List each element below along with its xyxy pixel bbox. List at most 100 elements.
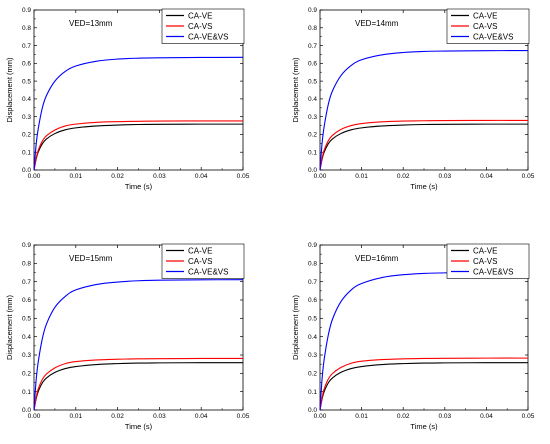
- ved-annotation: VED=15mm: [69, 254, 113, 263]
- series-line-ca-ve: [33, 123, 244, 171]
- legend-label: CA-VS: [473, 22, 497, 31]
- y-tick-label: 0.2: [308, 371, 317, 378]
- y-tick-label: 0.6: [308, 61, 317, 68]
- series-line-ca-vs: [33, 120, 244, 171]
- x-tick-label: 0.04: [480, 413, 493, 420]
- x-tick-label: 0.05: [522, 413, 535, 420]
- series-line-ca-vs: [33, 357, 244, 411]
- x-axis-title: Time (s): [410, 422, 438, 431]
- x-axis-title: Time (s): [410, 182, 438, 191]
- x-tick-label: 0.04: [195, 173, 208, 180]
- x-tick-label: 0.02: [111, 413, 124, 420]
- series-line-ca-ve-vs: [319, 49, 529, 171]
- y-axis-title: Displacement (mm): [5, 57, 14, 123]
- x-tick-label: 0.00: [28, 413, 41, 420]
- y-tick-label: 0.5: [22, 78, 31, 85]
- x-tick-label: 0.02: [397, 173, 410, 180]
- legend-label: CA-VE: [188, 246, 212, 255]
- y-tick-label: 0.8: [22, 261, 31, 268]
- chart-panel-3: 0.0 0.1 0.2 0.3 0.4 0.5 0.6 0.7 0.8 0.9 0.00 0.01 0.…: [5, 242, 250, 431]
- series-line-ca-ve: [319, 362, 529, 411]
- x-axis-title: Time (s): [125, 422, 153, 431]
- legend-label: CA-VE: [473, 11, 497, 20]
- x-tick-label: 0.05: [237, 413, 250, 420]
- x-tick-label: 0.03: [438, 413, 451, 420]
- y-tick-label: 0.3: [22, 114, 31, 121]
- y-tick-label: 0.9: [308, 7, 317, 14]
- y-tick-label: 0.8: [308, 25, 317, 32]
- legend-label: CA-VS: [188, 22, 212, 31]
- x-tick-label: 0.04: [195, 413, 208, 420]
- legend-label: CA-VE&VS: [473, 32, 513, 41]
- x-axis-title: Time (s): [125, 182, 153, 191]
- x-tick-label: 0.00: [314, 413, 327, 420]
- y-tick-label: 0.1: [22, 149, 31, 156]
- x-tick-label: 0.03: [438, 173, 451, 180]
- chart-panel-4: 0.0 0.1 0.2 0.3 0.4 0.5 0.6 0.7 0.8 0.9 0.00 0.01 0.…: [291, 242, 535, 431]
- x-tick-label: 0.03: [153, 173, 166, 180]
- x-tick-label: 0.02: [397, 413, 410, 420]
- x-tick-label: 0.05: [237, 173, 250, 180]
- legend-label: CA-VE&VS: [188, 32, 228, 41]
- y-tick-label: 0.8: [308, 261, 317, 268]
- x-tick-label: 0.03: [153, 413, 166, 420]
- legend-label: CA-VE&VS: [188, 267, 228, 276]
- y-tick-label: 0.3: [22, 352, 31, 359]
- legend-label: CA-VE: [188, 11, 212, 20]
- x-tick-label: 0.01: [355, 173, 368, 180]
- chart-panel-2: 0.0 0.1 0.2 0.3 0.4 0.5 0.6 0.7 0.8 0.9 0.00 0.01 0.…: [291, 7, 535, 191]
- y-tick-label: 0.5: [308, 316, 317, 323]
- x-tick-label: 0.00: [314, 173, 327, 180]
- y-tick-label: 0.0: [22, 407, 31, 414]
- y-tick-label: 0.0: [22, 167, 31, 174]
- y-tick-label: 0.1: [308, 149, 317, 156]
- x-tick-label: 0.04: [480, 173, 493, 180]
- y-tick-label: 0.1: [22, 389, 31, 396]
- y-tick-label: 0.3: [308, 352, 317, 359]
- series-line-ca-ve-vs: [33, 56, 244, 171]
- y-tick-label: 0.6: [308, 297, 317, 304]
- y-tick-label: 0.7: [308, 43, 317, 50]
- x-tick-label: 0.00: [28, 173, 41, 180]
- y-tick-label: 0.4: [308, 334, 317, 341]
- x-tick-label: 0.01: [355, 413, 368, 420]
- y-tick-label: 0.6: [22, 61, 31, 68]
- y-tick-label: 0.2: [22, 371, 31, 378]
- y-tick-label: 0.5: [22, 316, 31, 323]
- y-axis-title: Displacement (mm): [291, 57, 300, 123]
- y-tick-label: 0.0: [308, 407, 317, 414]
- chart-panel-1: 0.0 0.1 0.2 0.3 0.4 0.5 0.6 0.7 0.8 0.9 0.00 0.01 0.…: [5, 7, 250, 191]
- y-tick-label: 0.2: [22, 132, 31, 139]
- x-tick-label: 0.02: [111, 173, 124, 180]
- y-tick-label: 0.3: [308, 114, 317, 121]
- y-tick-label: 0.1: [308, 389, 317, 396]
- y-tick-label: 0.7: [22, 43, 31, 50]
- y-tick-label: 0.9: [308, 242, 317, 249]
- legend-label: CA-VS: [188, 257, 212, 266]
- y-tick-label: 0.9: [22, 7, 31, 14]
- y-tick-label: 0.7: [22, 279, 31, 286]
- x-tick-label: 0.05: [522, 173, 535, 180]
- series-line-ca-ve: [319, 123, 529, 171]
- ved-annotation: VED=16mm: [355, 254, 399, 263]
- y-tick-label: 0.4: [22, 96, 31, 103]
- y-axis-title: Displacement (mm): [5, 294, 14, 360]
- ved-annotation: VED=13mm: [69, 19, 113, 28]
- y-tick-label: 0.8: [22, 25, 31, 32]
- y-tick-label: 0.0: [308, 167, 317, 174]
- y-tick-label: 0.4: [22, 334, 31, 341]
- series-line-ca-ve-vs: [319, 271, 529, 411]
- y-tick-label: 0.9: [22, 242, 31, 249]
- legend-label: CA-VS: [473, 257, 497, 266]
- y-tick-label: 0.2: [308, 132, 317, 139]
- series-line-ca-ve-vs: [33, 279, 244, 411]
- y-tick-label: 0.7: [308, 279, 317, 286]
- legend-label: CA-VE&VS: [473, 267, 513, 276]
- x-tick-label: 0.01: [69, 413, 82, 420]
- series-line-ca-ve: [33, 362, 244, 411]
- y-tick-label: 0.6: [22, 297, 31, 304]
- y-axis-title: Displacement (mm): [291, 294, 300, 360]
- y-tick-label: 0.5: [308, 78, 317, 85]
- y-tick-label: 0.4: [308, 96, 317, 103]
